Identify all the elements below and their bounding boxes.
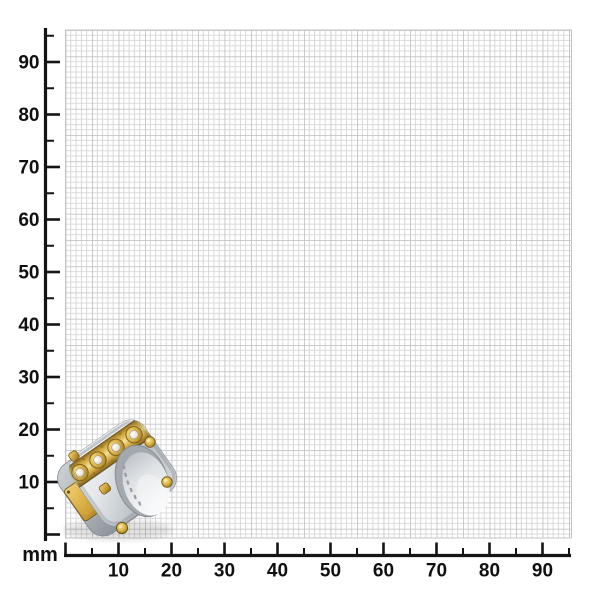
- ring-inner-hole: [114, 444, 170, 518]
- x-axis-ticks: [64, 542, 570, 555]
- bezel-set-stones: [71, 426, 143, 482]
- y-axis-label: 30: [18, 368, 39, 389]
- y-axis-label: 10: [18, 473, 39, 494]
- unit-label: mm: [22, 544, 58, 566]
- product-photo-ring: [57, 413, 177, 540]
- x-axis-label: 70: [426, 561, 447, 582]
- x-axis-label: 60: [373, 561, 394, 582]
- x-axis-label: 40: [267, 561, 288, 582]
- inner-engraving: [122, 464, 142, 506]
- x-axis-label: 30: [214, 561, 235, 582]
- y-axis-label: 80: [18, 105, 39, 126]
- y-axis-ticks: [46, 34, 60, 536]
- ruler-axes: [43, 28, 571, 558]
- x-axis-labels: 10 20 30 40 50 60 70 80 90: [108, 561, 553, 582]
- y-axis-label: 50: [18, 263, 39, 284]
- y-axis-label: 40: [18, 315, 39, 336]
- ring-gold-screws: [68, 436, 173, 535]
- x-axis-label: 50: [320, 561, 341, 582]
- ring-gold-band: [62, 413, 159, 493]
- y-axis-labels: 10 20 30 40 50 60 70 80 90: [18, 53, 39, 494]
- x-axis-label: 80: [479, 561, 500, 582]
- y-axis-label: 90: [18, 53, 39, 74]
- x-axis-label: 10: [108, 561, 129, 582]
- x-axis-label: 20: [161, 561, 182, 582]
- y-axis-label: 60: [18, 210, 39, 231]
- y-axis-label: 70: [18, 158, 39, 179]
- y-axis-label: 20: [18, 420, 39, 441]
- x-axis-label: 90: [532, 561, 553, 582]
